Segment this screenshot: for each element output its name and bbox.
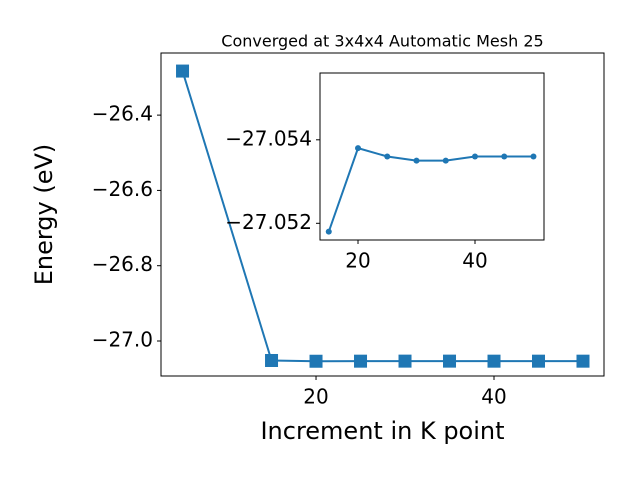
marker bbox=[309, 354, 323, 368]
y-tick-label: −27.054 bbox=[225, 126, 312, 150]
chart-title: Converged at 3x4x4 Automatic Mesh 25 bbox=[221, 32, 543, 51]
x-tick-label: 20 bbox=[345, 249, 370, 273]
marker bbox=[265, 353, 279, 367]
x-tick-label: 40 bbox=[481, 385, 506, 409]
marker bbox=[471, 153, 478, 160]
data-line bbox=[327, 146, 534, 232]
marker bbox=[355, 145, 362, 152]
marker bbox=[354, 354, 368, 368]
marker bbox=[384, 153, 391, 160]
y-tick-label: −26.6 bbox=[92, 177, 153, 201]
marker bbox=[443, 354, 457, 368]
y-tick-label: −26.8 bbox=[92, 252, 153, 276]
x-tick-label: 40 bbox=[462, 249, 487, 273]
marker bbox=[398, 354, 412, 368]
marker bbox=[487, 354, 501, 368]
x-axis-label: Increment in K point bbox=[260, 417, 504, 445]
x-tick-label: 20 bbox=[303, 385, 328, 409]
marker bbox=[325, 228, 332, 235]
y-axis-label: Energy (eV) bbox=[30, 144, 58, 286]
y-tick-label: −26.4 bbox=[92, 102, 153, 126]
marker bbox=[532, 354, 546, 368]
marker bbox=[501, 153, 508, 160]
marker bbox=[413, 157, 420, 164]
marker bbox=[442, 157, 449, 164]
marker bbox=[176, 64, 190, 78]
y-tick-label: −27.0 bbox=[92, 327, 153, 351]
marker bbox=[576, 354, 590, 368]
y-tick-label: −27.052 bbox=[225, 210, 312, 234]
marker bbox=[530, 153, 537, 160]
